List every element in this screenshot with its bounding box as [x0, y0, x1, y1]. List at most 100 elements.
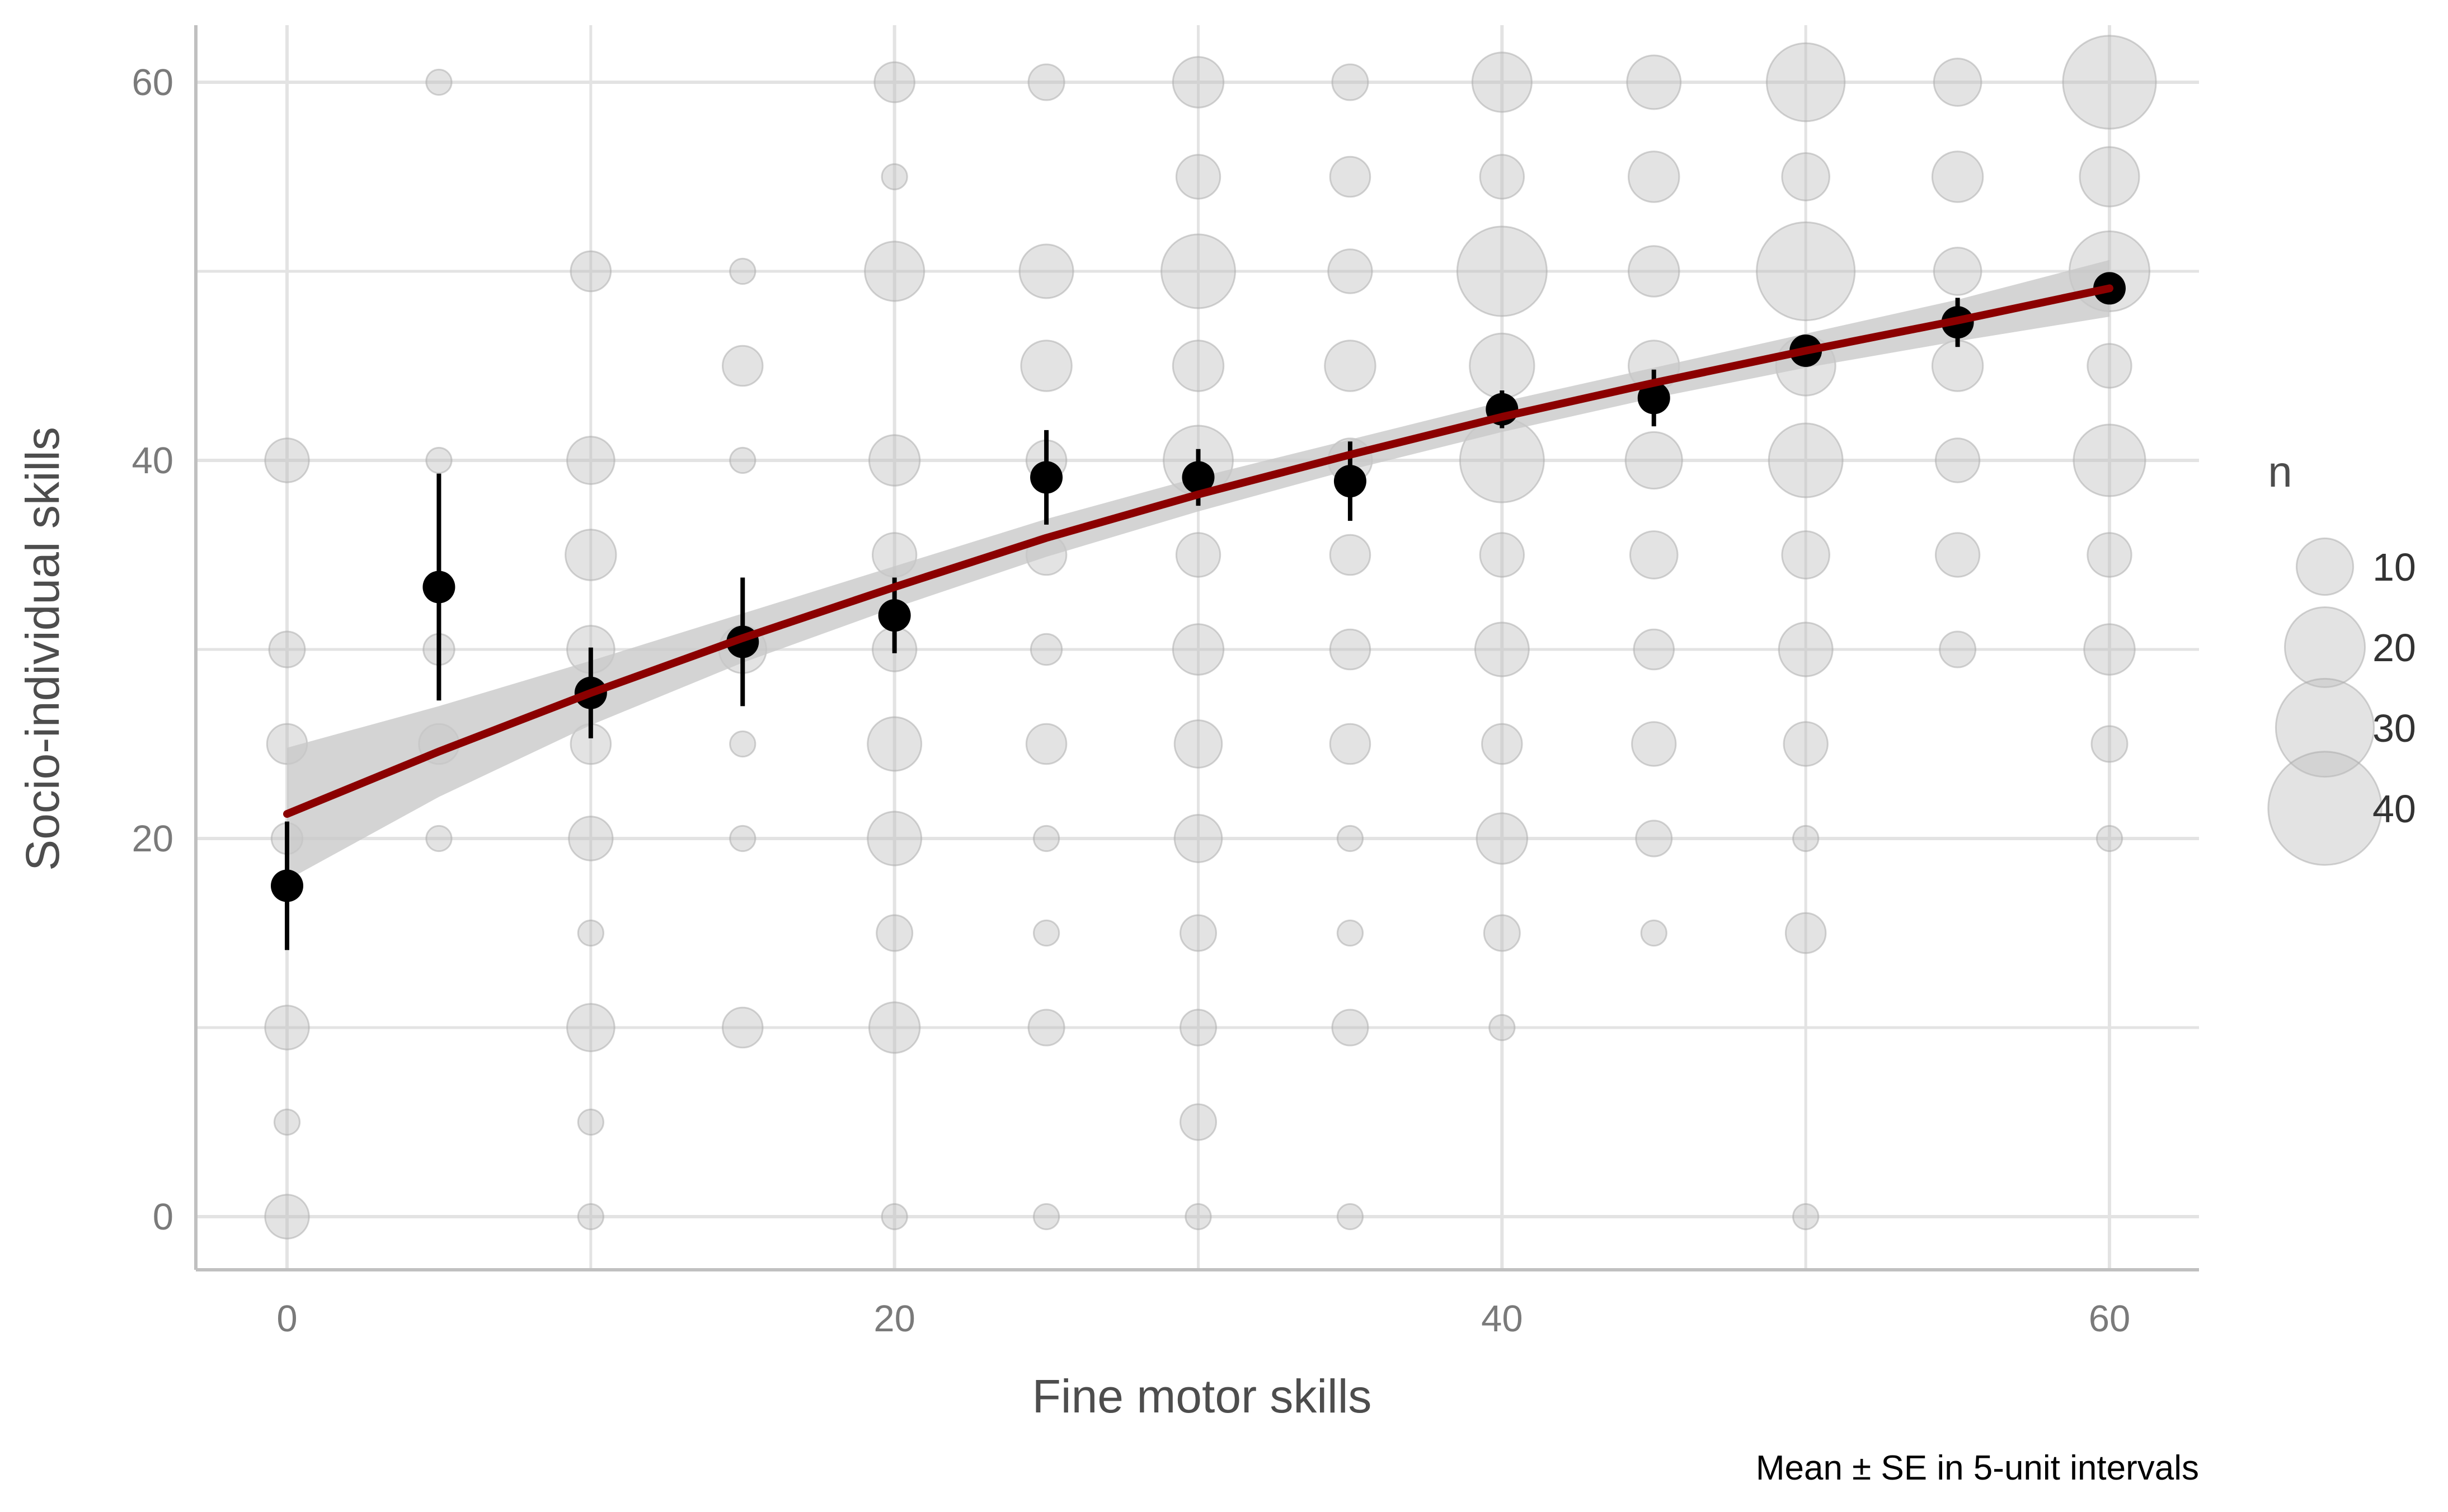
count-bubble [1476, 812, 1529, 865]
count-bubble [1172, 623, 1225, 676]
x-tick-label: 40 [1481, 1298, 1523, 1340]
count-bubble [264, 1194, 310, 1240]
legend-key [2295, 537, 2355, 596]
count-bubble [1635, 819, 1673, 858]
count-bubble [881, 1203, 908, 1231]
count-bubble [1173, 719, 1223, 769]
count-bubble [577, 1108, 604, 1136]
legend-title: n [2268, 447, 2292, 496]
count-bubble [729, 257, 757, 285]
fit-line [283, 284, 2113, 818]
count-bubble [873, 61, 915, 103]
count-bubble [1327, 248, 1373, 294]
bubble-layer [264, 35, 2157, 1240]
legend-key [2275, 677, 2375, 778]
count-bubble [1173, 814, 1223, 863]
legend-label: 30 [2372, 706, 2416, 750]
x-tick-labels: 0 20 40 60 [276, 1298, 2130, 1340]
count-bubble [1631, 721, 1677, 767]
count-bubble [1933, 58, 1982, 107]
x-tick-label: 60 [2089, 1298, 2131, 1340]
count-bubble [1027, 63, 1065, 101]
count-bubble [425, 68, 453, 96]
count-bubble [1175, 154, 1221, 200]
count-bubble [1626, 54, 1682, 110]
count-bubble [1784, 912, 1827, 954]
count-bubble [568, 816, 614, 861]
count-bubble [577, 919, 604, 947]
count-bubble [1329, 534, 1371, 576]
count-bubble [867, 811, 923, 866]
count-bubble [1329, 156, 1371, 198]
count-bubble [2083, 623, 2136, 676]
y-tick-labels: 0 20 40 60 [131, 62, 173, 1238]
count-bubble [1483, 914, 1521, 952]
count-bubble [1474, 621, 1530, 677]
count-bubble [1781, 152, 1830, 201]
y-tick-label: 20 [131, 818, 173, 860]
legend-key [2283, 606, 2366, 689]
count-bubble [881, 163, 908, 191]
fit-line-layer [283, 284, 2113, 818]
count-bubble [729, 825, 757, 852]
legend-label: 40 [2372, 787, 2416, 831]
count-bubble [1783, 721, 1829, 767]
count-bubble [1471, 51, 1533, 113]
count-bubble [1331, 63, 1369, 101]
count-bubble [729, 730, 757, 758]
count-bubble [570, 250, 612, 293]
count-bubble [1934, 437, 1981, 483]
count-bubble [1018, 243, 1074, 299]
count-bubble [1175, 532, 1221, 578]
count-bubble [425, 446, 453, 474]
mean-point [1637, 381, 1670, 414]
count-bubble [1633, 628, 1675, 671]
count-bubble [1329, 628, 1371, 671]
count-bubble [1792, 825, 1820, 852]
count-bubble [867, 716, 923, 772]
count-bubble [1756, 221, 1856, 322]
count-bubble [1032, 919, 1060, 947]
count-bubble [1331, 1009, 1369, 1047]
count-bubble [565, 529, 617, 581]
x-tick-label: 20 [873, 1298, 915, 1340]
count-bubble [1765, 42, 1846, 123]
count-bubble [2079, 146, 2140, 208]
count-bubble [1336, 1203, 1364, 1231]
count-bubble [1488, 1014, 1516, 1042]
count-bubble [273, 1108, 301, 1136]
mean-point [1333, 465, 1366, 498]
x-axis-title: Fine motor skills [1032, 1370, 1372, 1422]
count-bubble [566, 1003, 615, 1052]
count-bubble [1020, 340, 1073, 392]
count-bubble [721, 345, 764, 387]
count-bubble [721, 1006, 764, 1049]
y-tick-label: 40 [131, 440, 173, 482]
count-bubble [864, 241, 925, 302]
count-bubble [1456, 225, 1548, 317]
count-bubble [1934, 532, 1981, 578]
count-bubble [1939, 630, 1977, 668]
count-bubble [1629, 530, 1679, 580]
count-bubble [868, 1001, 921, 1054]
legend: 10 20 30 40 [2267, 537, 2416, 866]
count-bubble [876, 914, 914, 952]
count-bubble [1030, 633, 1063, 666]
mean-point [1182, 461, 1215, 494]
legend-label: 10 [2372, 545, 2416, 589]
count-bubble [1336, 825, 1364, 852]
count-bubble [1180, 1009, 1217, 1047]
count-bubble [1627, 245, 1680, 298]
x-tick-label: 0 [276, 1298, 297, 1340]
count-bubble [264, 1005, 310, 1051]
mean-point [878, 599, 911, 632]
y-tick-label: 0 [153, 1196, 173, 1238]
mean-point [271, 869, 303, 902]
caption: Mean ± SE in 5-unit intervals [1756, 1449, 2199, 1487]
count-bubble [1180, 914, 1217, 952]
mean-point [422, 571, 455, 604]
error-bar-layer [271, 272, 2126, 950]
count-bubble [566, 436, 615, 485]
count-bubble [1025, 723, 1068, 765]
